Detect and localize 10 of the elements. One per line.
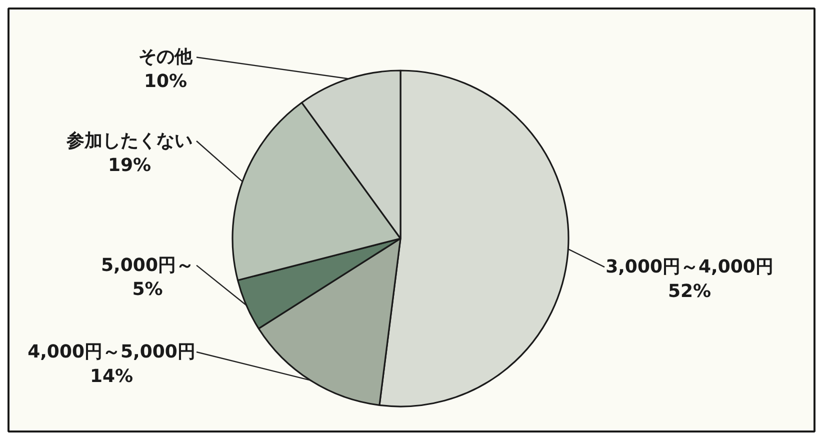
data-label: 5%	[132, 279, 163, 300]
data-label: 10%	[144, 71, 188, 92]
slice-label: 5,000円～	[101, 254, 194, 276]
slice-label: 参加したくない	[66, 130, 192, 152]
data-label: 14%	[90, 366, 134, 387]
slice-label: その他	[138, 46, 194, 68]
slice-label: 4,000円～5,000円	[28, 341, 196, 362]
data-label: 52%	[668, 280, 712, 302]
data-label: 19%	[108, 154, 152, 176]
slice-label: 3,000円～4,000円	[606, 256, 774, 278]
